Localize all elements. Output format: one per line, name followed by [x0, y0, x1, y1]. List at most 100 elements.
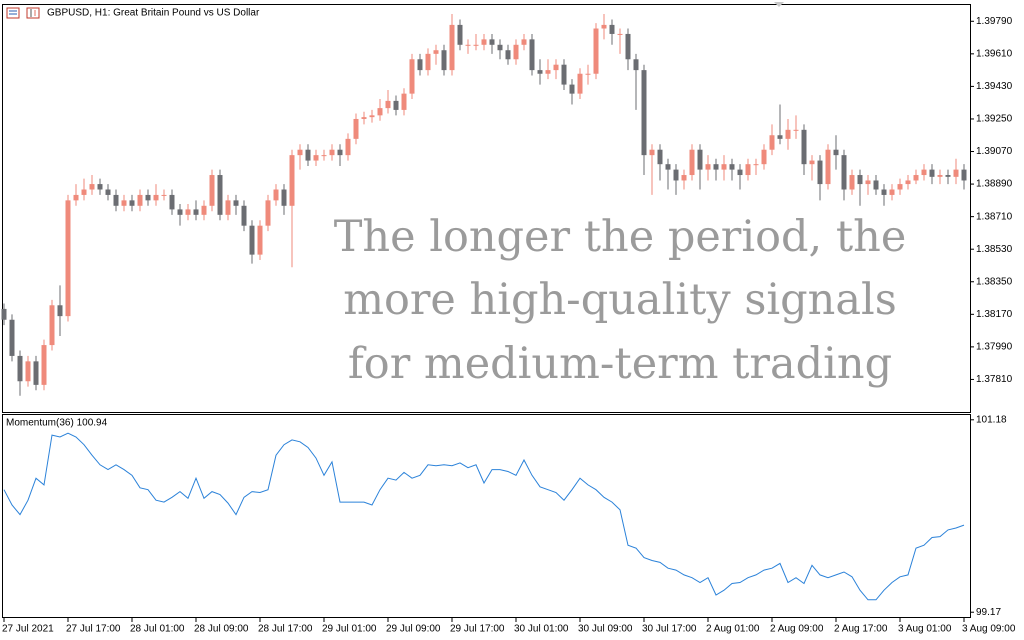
y-tick-label: 1.37990 — [976, 342, 1013, 353]
candle-body — [769, 135, 775, 150]
indicator-title: Momentum(36) 100.94 — [6, 418, 108, 429]
candle-body — [641, 70, 647, 156]
y-tick-label: 1.39430 — [976, 81, 1013, 92]
candle-body — [529, 39, 535, 71]
candle-body — [329, 149, 335, 156]
candle-body — [585, 73, 591, 75]
candle-body — [649, 149, 655, 156]
x-tick-label: 29 Jul 09:00 — [386, 624, 441, 635]
candle-body — [17, 355, 23, 382]
annotation: for medium-term trading — [348, 339, 892, 389]
y-tick-label: 1.39790 — [976, 16, 1013, 27]
candle-body — [369, 115, 375, 118]
y-tick-label: 1.37810 — [976, 374, 1013, 385]
y-tick-label: 1.38890 — [976, 179, 1013, 190]
momentum-line — [3, 432, 965, 601]
candle-body — [121, 200, 127, 206]
candle-body — [601, 24, 607, 29]
candle-body — [545, 70, 551, 74]
icon — [6, 7, 20, 19]
candle-body — [793, 129, 799, 131]
candle-body — [145, 194, 151, 201]
candle-body — [425, 53, 431, 71]
candle-body — [337, 149, 343, 156]
candle-body — [825, 149, 831, 185]
candle-body — [441, 50, 447, 71]
y-tick-label: 1.38710 — [976, 211, 1013, 222]
candle-body — [777, 135, 783, 139]
y-tick-label: 99.17 — [976, 607, 1001, 618]
candle-body — [153, 194, 159, 201]
candle-body — [721, 164, 727, 170]
x-tick-label: 3 Aug 01:00 — [898, 624, 952, 635]
icon — [26, 7, 40, 19]
candle-body — [905, 180, 911, 185]
chart-title: GBPUSD, H1: Great Britain Pound vs US Do… — [47, 8, 260, 19]
candle-body — [897, 184, 903, 190]
candle-body — [65, 200, 71, 317]
candle-body — [41, 345, 47, 385]
candle-body — [745, 164, 751, 176]
x-tick-label: 3 Aug 09:00 — [962, 624, 1016, 635]
candle-body — [209, 175, 215, 206]
candle-body — [105, 189, 111, 195]
candle-body — [169, 194, 175, 210]
candle-body — [57, 305, 63, 317]
candle-body — [377, 108, 383, 116]
x-tick-label: 30 Jul 01:00 — [514, 624, 569, 635]
x-tick-label: 2 Aug 01:00 — [706, 624, 760, 635]
candle-body — [753, 164, 759, 166]
candle-body — [9, 319, 15, 356]
candle-body — [353, 118, 359, 139]
candle-body — [497, 44, 503, 51]
x-tick-label: 27 Jul 2021 — [2, 624, 54, 635]
candle-body — [465, 44, 471, 46]
annotation: The longer the period, the — [334, 212, 907, 262]
candle-body — [361, 117, 367, 119]
candle-body — [185, 209, 191, 215]
candle-body — [305, 149, 311, 161]
candle-body — [409, 59, 415, 94]
candle-body — [841, 155, 847, 190]
candle-body — [345, 138, 351, 156]
candle-body — [97, 184, 103, 190]
candle-body — [449, 24, 455, 71]
candle-body — [249, 225, 255, 255]
candle-body — [617, 33, 623, 35]
candle-body — [433, 50, 439, 54]
x-tick-label: 29 Jul 17:00 — [450, 624, 505, 635]
x-tick-label: 28 Jul 01:00 — [130, 624, 185, 635]
candle-body — [1, 308, 7, 320]
candle-body — [537, 70, 543, 74]
x-tick-label: 2 Aug 09:00 — [770, 624, 824, 635]
candle-body — [817, 160, 823, 185]
x-tick-label: 28 Jul 17:00 — [258, 624, 313, 635]
candle-body — [481, 39, 487, 45]
candle-body — [801, 129, 807, 165]
candle-body — [161, 194, 167, 196]
candle-body — [385, 100, 391, 109]
y-tick-label: 1.39610 — [976, 48, 1013, 59]
candle-body — [961, 169, 967, 181]
y-tick-label: 1.38530 — [976, 244, 1013, 255]
y-tick-label: 101.18 — [976, 414, 1007, 425]
candle-body — [593, 28, 599, 74]
candle-body — [705, 164, 711, 170]
candle-body — [857, 175, 863, 185]
candle-body — [673, 169, 679, 181]
x-tick-label: 30 Jul 17:00 — [642, 624, 697, 635]
candle-body — [273, 189, 279, 201]
candle-body — [393, 100, 399, 110]
candle-body — [257, 225, 263, 255]
candle-body — [313, 155, 319, 161]
candle-body — [633, 59, 639, 71]
candle-body — [561, 64, 567, 85]
y-tick-label: 1.38350 — [976, 276, 1013, 287]
candle-body — [177, 209, 183, 215]
symbol-icons — [6, 7, 40, 19]
candle-body — [321, 155, 327, 157]
candle-body — [457, 24, 463, 45]
candle-body — [761, 149, 767, 165]
